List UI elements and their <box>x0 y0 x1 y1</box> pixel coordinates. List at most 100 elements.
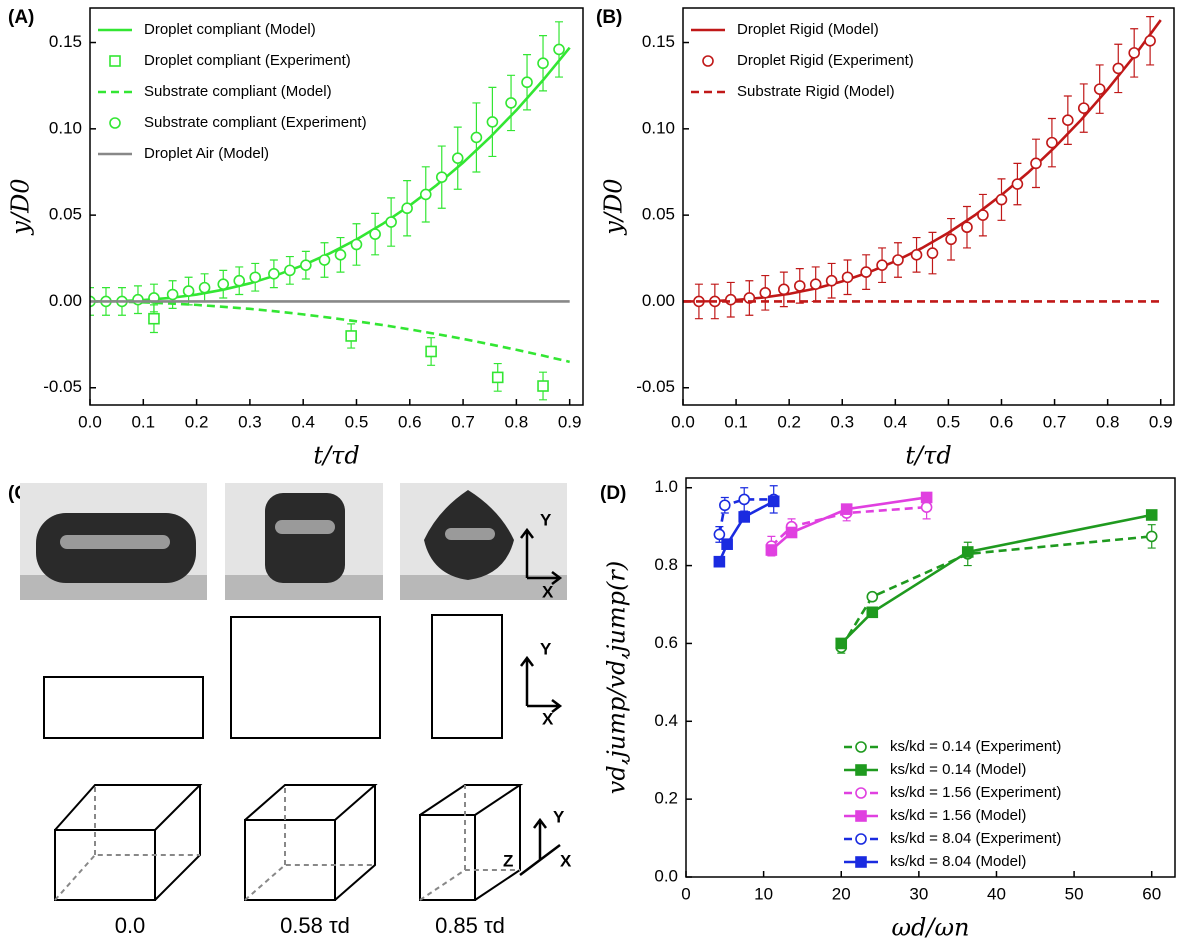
marker <box>739 494 749 504</box>
legend-marker <box>110 118 120 128</box>
x-tick-label: 0.8 <box>505 412 529 431</box>
axis-label: Z <box>503 851 513 870</box>
x-tick-label: 10 <box>754 884 773 903</box>
y-tick-label: 1.0 <box>654 477 678 496</box>
y-axis-label: vd,jump/vd,jump(r) <box>603 561 631 794</box>
marker <box>795 281 805 291</box>
legend-label: ks/kd = 1.56 (Experiment) <box>890 784 1061 801</box>
marker <box>760 288 770 298</box>
marker <box>843 272 853 282</box>
droplet-highlight <box>60 535 170 549</box>
marker <box>996 195 1006 205</box>
marker <box>538 381 548 391</box>
marker <box>554 44 564 54</box>
x-tick-label: 0.6 <box>990 412 1014 431</box>
y-tick-label: 0.0 <box>654 866 678 885</box>
marker <box>471 132 481 142</box>
x-tick-label: 0.1 <box>724 412 748 431</box>
marker <box>269 269 279 279</box>
marker <box>811 279 821 289</box>
marker <box>437 172 447 182</box>
panel-label: (D) <box>600 483 626 504</box>
marker <box>766 545 776 555</box>
photos <box>20 483 567 600</box>
legend-label: Droplet Rigid (Experiment) <box>737 52 914 69</box>
marker <box>1113 63 1123 73</box>
legend-marker <box>856 742 866 752</box>
x-tick-label: 30 <box>909 884 928 903</box>
marker <box>168 290 178 300</box>
marker <box>506 98 516 108</box>
background <box>0 0 1184 947</box>
legend-marker <box>856 834 866 844</box>
caption: 0.58 τd <box>280 913 350 938</box>
marker <box>133 295 143 305</box>
marker <box>1129 48 1139 58</box>
x-tick-label: 0.9 <box>1149 412 1173 431</box>
y-tick-label: 0.00 <box>642 291 675 310</box>
x-tick-label: 0.5 <box>937 412 961 431</box>
legend-marker <box>856 857 866 867</box>
legend-label: Droplet Air (Model) <box>144 145 269 162</box>
marker <box>922 502 932 512</box>
legend-label: ks/kd = 8.04 (Model) <box>890 853 1026 870</box>
marker <box>769 496 779 506</box>
marker <box>522 77 532 87</box>
marker <box>836 638 846 648</box>
x-tick-label: 0.4 <box>884 412 908 431</box>
marker <box>1012 179 1022 189</box>
marker <box>351 239 361 249</box>
y-tick-label: 0.2 <box>654 789 678 808</box>
x-tick-label: 40 <box>987 884 1006 903</box>
legend-label: ks/kd = 0.14 (Experiment) <box>890 738 1061 755</box>
legend-label: ks/kd = 0.14 (Model) <box>890 761 1026 778</box>
x-axis-label: ωd/ωn <box>891 914 969 942</box>
marker <box>861 267 871 277</box>
marker <box>1047 138 1057 148</box>
marker <box>787 527 797 537</box>
y-tick-label: 0.05 <box>49 205 82 224</box>
x-tick-label: 0.9 <box>558 412 582 431</box>
axis-label: X <box>542 709 554 728</box>
marker <box>487 117 497 127</box>
y-tick-label: -0.05 <box>636 377 675 396</box>
legend-marker <box>856 811 866 821</box>
marker <box>962 222 972 232</box>
x-tick-label: 0.2 <box>777 412 801 431</box>
y-tick-label: -0.05 <box>43 377 82 396</box>
y-tick-label: 0.4 <box>654 711 678 730</box>
y-axis-label: y/D0 <box>600 178 628 235</box>
marker <box>493 372 503 382</box>
marker <box>370 229 380 239</box>
marker <box>827 276 837 286</box>
y-tick-label: 0.6 <box>654 633 678 652</box>
axis-label: X <box>560 851 572 870</box>
x-tick-label: 0.1 <box>131 412 155 431</box>
legend-marker <box>110 56 120 66</box>
legend-label: Substrate compliant (Experiment) <box>144 114 367 131</box>
legend-marker <box>856 788 866 798</box>
marker <box>877 260 887 270</box>
marker <box>714 529 724 539</box>
marker <box>149 314 159 324</box>
axis-label: Y <box>553 807 565 826</box>
x-tick-label: 0.8 <box>1096 412 1120 431</box>
legend-label: Droplet compliant (Experiment) <box>144 52 351 69</box>
legend-label: ks/kd = 1.56 (Model) <box>890 807 1026 824</box>
y-axis-label: y/D0 <box>7 178 35 235</box>
x-tick-label: 0.7 <box>451 412 475 431</box>
caption: 0.0 <box>115 913 146 938</box>
y-tick-label: 0.15 <box>642 32 675 51</box>
marker <box>927 248 937 258</box>
legend-label: Substrate Rigid (Model) <box>737 83 895 100</box>
marker <box>867 607 877 617</box>
marker <box>538 58 548 68</box>
marker <box>946 234 956 244</box>
legend-marker <box>703 56 713 66</box>
marker <box>285 265 295 275</box>
x-axis-label: t/τd <box>905 442 951 470</box>
droplet <box>265 493 345 583</box>
y-tick-label: 0.8 <box>654 555 678 574</box>
marker <box>453 153 463 163</box>
marker <box>867 592 877 602</box>
